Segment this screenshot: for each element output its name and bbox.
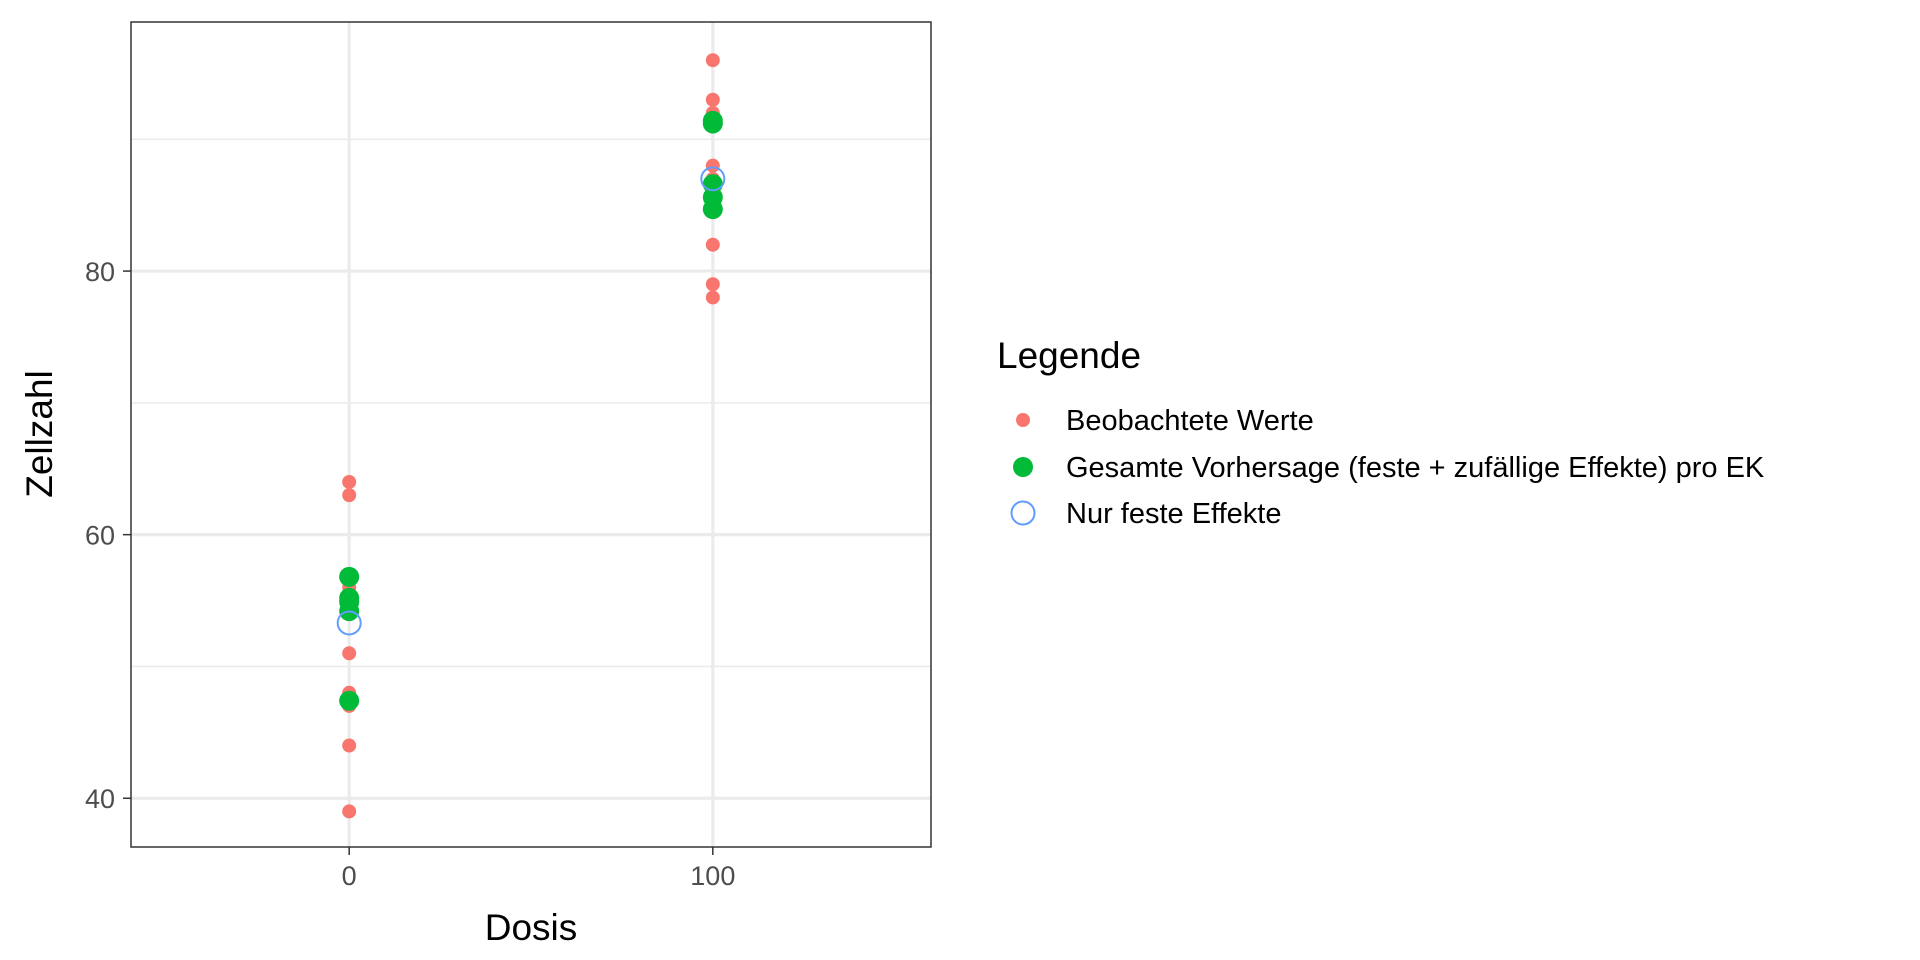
legend-key-fixed (1010, 500, 1036, 526)
observed-point (705, 290, 720, 305)
observed-point (342, 488, 357, 503)
legend-key-prediction (1013, 457, 1033, 477)
fixed-effect-point (336, 610, 362, 636)
prediction-point (339, 566, 360, 587)
axis-ticks: 40 60 80 0 100 (85, 257, 735, 891)
x-axis-title: Dosis (485, 907, 578, 948)
observed-point (705, 158, 720, 173)
observed-point (705, 92, 720, 107)
series-2 (339, 110, 723, 711)
legend-label: Beobachtete Werte (1066, 405, 1314, 437)
prediction-point (339, 690, 360, 711)
observed-point (705, 277, 720, 292)
prediction-point (702, 110, 723, 131)
observed-point (342, 738, 357, 753)
fixed-effect-point (700, 166, 726, 192)
grid-lines (131, 22, 931, 847)
observed-point (705, 237, 720, 252)
legend-label: Nur feste Effekte (1066, 498, 1281, 530)
observed-point (705, 53, 720, 68)
legend-item: Beobachtete Werte (1016, 405, 1314, 437)
series-3 (336, 166, 726, 636)
panel-background (131, 22, 931, 847)
y-tick-label: 60 (85, 521, 115, 551)
prediction-point (339, 587, 360, 608)
y-axis-title: Zellzahl (19, 370, 60, 498)
panel-border (130, 21, 932, 848)
legend: Legende Beobachtete Werte Gesamte Vorhers… (997, 335, 1765, 530)
legend-title: Legende (997, 335, 1141, 376)
observed-point (342, 646, 357, 661)
x-tick-label: 100 (690, 861, 735, 891)
y-tick-label: 40 (85, 784, 115, 814)
legend-item: Gesamte Vorhersage (feste + zufällige Ef… (1013, 452, 1765, 484)
legend-item: Nur feste Effekte (1010, 498, 1281, 530)
legend-label: Gesamte Vorhersage (feste + zufällige Ef… (1066, 452, 1765, 484)
data-points (336, 53, 726, 819)
observed-point (342, 474, 357, 489)
x-tick-label: 0 (342, 861, 357, 891)
y-tick-label: 80 (85, 257, 115, 287)
observed-point (342, 804, 357, 819)
legend-key-observed (1016, 413, 1030, 427)
